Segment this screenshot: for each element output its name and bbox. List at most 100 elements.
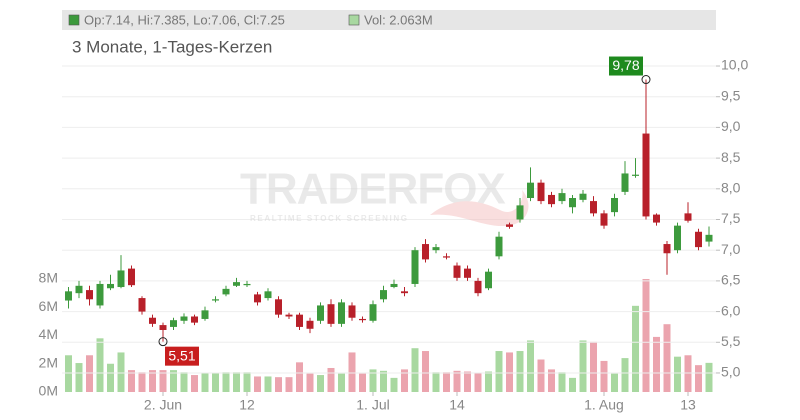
volume-bar [86, 355, 93, 392]
volume-bar [201, 372, 209, 392]
y-tick-label: 7,5 [721, 210, 741, 226]
candle-body [338, 302, 345, 324]
volume-tick-label: 4M [39, 326, 58, 342]
volume-bar [75, 363, 83, 392]
candle-body [453, 265, 461, 278]
volume-bar [443, 372, 450, 392]
candle-body [653, 214, 660, 223]
candle-body [296, 314, 303, 327]
volume-bar [264, 376, 272, 392]
y-tick-label: 6,5 [721, 272, 741, 288]
volume-bar [170, 370, 177, 392]
legend-label: Vol: 2.063M [364, 12, 433, 27]
volume-bar [548, 369, 555, 392]
candle-body [695, 231, 702, 248]
volume-bar [558, 372, 566, 392]
candle-body [600, 213, 608, 226]
volume-bar [96, 338, 104, 392]
volume-bar [684, 355, 692, 392]
candle-body [96, 283, 104, 306]
volume-bar [128, 370, 135, 392]
volume-bar [317, 375, 324, 392]
y-tick-label: 9,0 [721, 118, 741, 134]
candle-body [86, 290, 93, 300]
candle-body [348, 305, 356, 318]
volume-bar [327, 367, 335, 392]
candle-body [191, 316, 198, 323]
x-tick-label: 14 [449, 397, 465, 413]
x-tick-label: 2. Jun [144, 397, 182, 413]
legend-swatch [348, 14, 360, 26]
volume-bar [506, 352, 513, 392]
volume-bar [107, 363, 114, 392]
volume-bar [359, 373, 366, 392]
volume-bar [149, 370, 156, 392]
annotation-label: 5,51 [168, 347, 195, 363]
volume-bar [180, 372, 188, 392]
candle-body [65, 291, 72, 301]
annotation-marker [641, 75, 651, 85]
volume-bar [453, 370, 461, 392]
candle-body [306, 320, 314, 329]
volume-bar [390, 377, 398, 392]
volume-bar [464, 371, 471, 392]
candle-body [285, 314, 293, 317]
candle-body [642, 133, 650, 217]
candle-body [317, 305, 324, 321]
volume-tick-label: 0M [39, 383, 58, 399]
candle-body [390, 283, 398, 288]
volume-tick-label: 8M [39, 270, 58, 286]
volume-bar [611, 373, 618, 392]
volume-bar [632, 305, 639, 392]
candle-body [569, 198, 576, 208]
candle-body [495, 236, 503, 257]
volume-bar [569, 377, 576, 392]
candle-body [254, 294, 261, 303]
candle-body [359, 318, 366, 321]
volume-bar [348, 352, 356, 392]
volume-bar [705, 362, 713, 392]
x-tick-label: 13 [680, 397, 696, 413]
candle-body [243, 283, 251, 286]
volume-bar [243, 372, 251, 392]
candle-body [464, 268, 471, 278]
y-tick-label: 5,5 [721, 333, 741, 349]
chart-title: 3 Monate, 1-Tages-Kerzen [72, 37, 272, 56]
candle-body [117, 270, 125, 288]
volume-bar [674, 356, 681, 392]
volume-bar [695, 365, 702, 392]
annotation-label: 9,78 [612, 57, 639, 73]
candle-body [128, 268, 135, 286]
header-band [62, 10, 716, 30]
candle-body [222, 288, 230, 295]
candle-body [537, 182, 545, 202]
volume-bar [642, 278, 650, 392]
candle-body [275, 299, 282, 315]
candle-body [506, 224, 513, 227]
y-tick-label: 5,0 [721, 364, 741, 380]
y-tick-label: 8,0 [721, 180, 741, 196]
candle-body [201, 310, 209, 319]
volume-bar [338, 373, 345, 392]
volume-bar [233, 372, 240, 392]
watermark-fox [430, 190, 529, 227]
candle-body [327, 304, 335, 324]
candle-body [233, 282, 240, 286]
candle-body [107, 283, 114, 289]
volume-bar [474, 372, 482, 392]
annotation-marker [158, 337, 168, 347]
volume-bar [285, 377, 293, 392]
candle-body [516, 205, 524, 220]
x-tick-label: 1. Jul [356, 397, 389, 413]
candle-body [411, 250, 419, 284]
volume-bar [621, 358, 629, 392]
volume-bar [422, 351, 429, 392]
candle-body [432, 247, 440, 251]
volume-bar [138, 372, 146, 392]
y-tick-label: 9,5 [721, 87, 741, 103]
candle-body [548, 194, 555, 205]
volume-bar [212, 372, 219, 392]
candle-body [138, 298, 146, 312]
x-tick-label: 12 [239, 397, 255, 413]
